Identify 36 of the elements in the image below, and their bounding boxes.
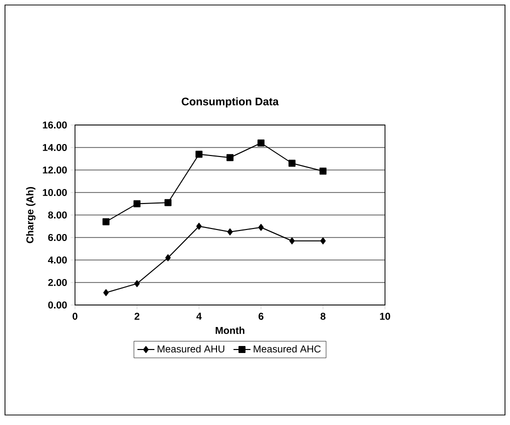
x-tick-label: 2 <box>134 312 140 320</box>
point <box>134 280 140 288</box>
point <box>102 218 110 226</box>
legend-label: Measured AHC <box>254 345 321 352</box>
point <box>289 237 295 244</box>
point <box>226 154 234 162</box>
x-tick-label: 0 <box>72 312 78 320</box>
chart-title: Consumption Data <box>182 97 279 108</box>
point <box>165 254 171 262</box>
x-tick-label: 8 <box>320 312 326 320</box>
y-axis-title: Charge (Ah) <box>26 186 36 244</box>
point <box>258 224 264 231</box>
point <box>227 228 233 236</box>
legend-label: Measured AHU <box>158 345 224 352</box>
x-axis-title: Month <box>216 326 244 334</box>
point <box>320 237 326 244</box>
point <box>134 200 140 208</box>
x-tick-label: 10 <box>380 312 390 320</box>
x-tick-label: 6 <box>258 312 264 320</box>
y-tick-label: 0.00 <box>48 301 67 309</box>
x-tick-label: 4 <box>196 312 202 320</box>
point <box>320 168 326 175</box>
y-tick-label: 4.00 <box>48 256 67 264</box>
y-tick-label: 12.00 <box>42 166 67 174</box>
point <box>288 160 296 167</box>
point <box>164 199 172 206</box>
y-tick-label: 10.00 <box>42 188 67 196</box>
y-tick-label: 16.00 <box>42 121 67 129</box>
point <box>258 140 264 146</box>
y-tick-label: 6.00 <box>48 234 67 242</box>
point <box>196 150 202 158</box>
y-tick-label: 14.00 <box>42 144 67 152</box>
y-tick-label: 2.00 <box>48 278 67 286</box>
point <box>103 289 109 296</box>
point <box>196 222 202 230</box>
y-tick-label: 8.00 <box>48 211 67 219</box>
